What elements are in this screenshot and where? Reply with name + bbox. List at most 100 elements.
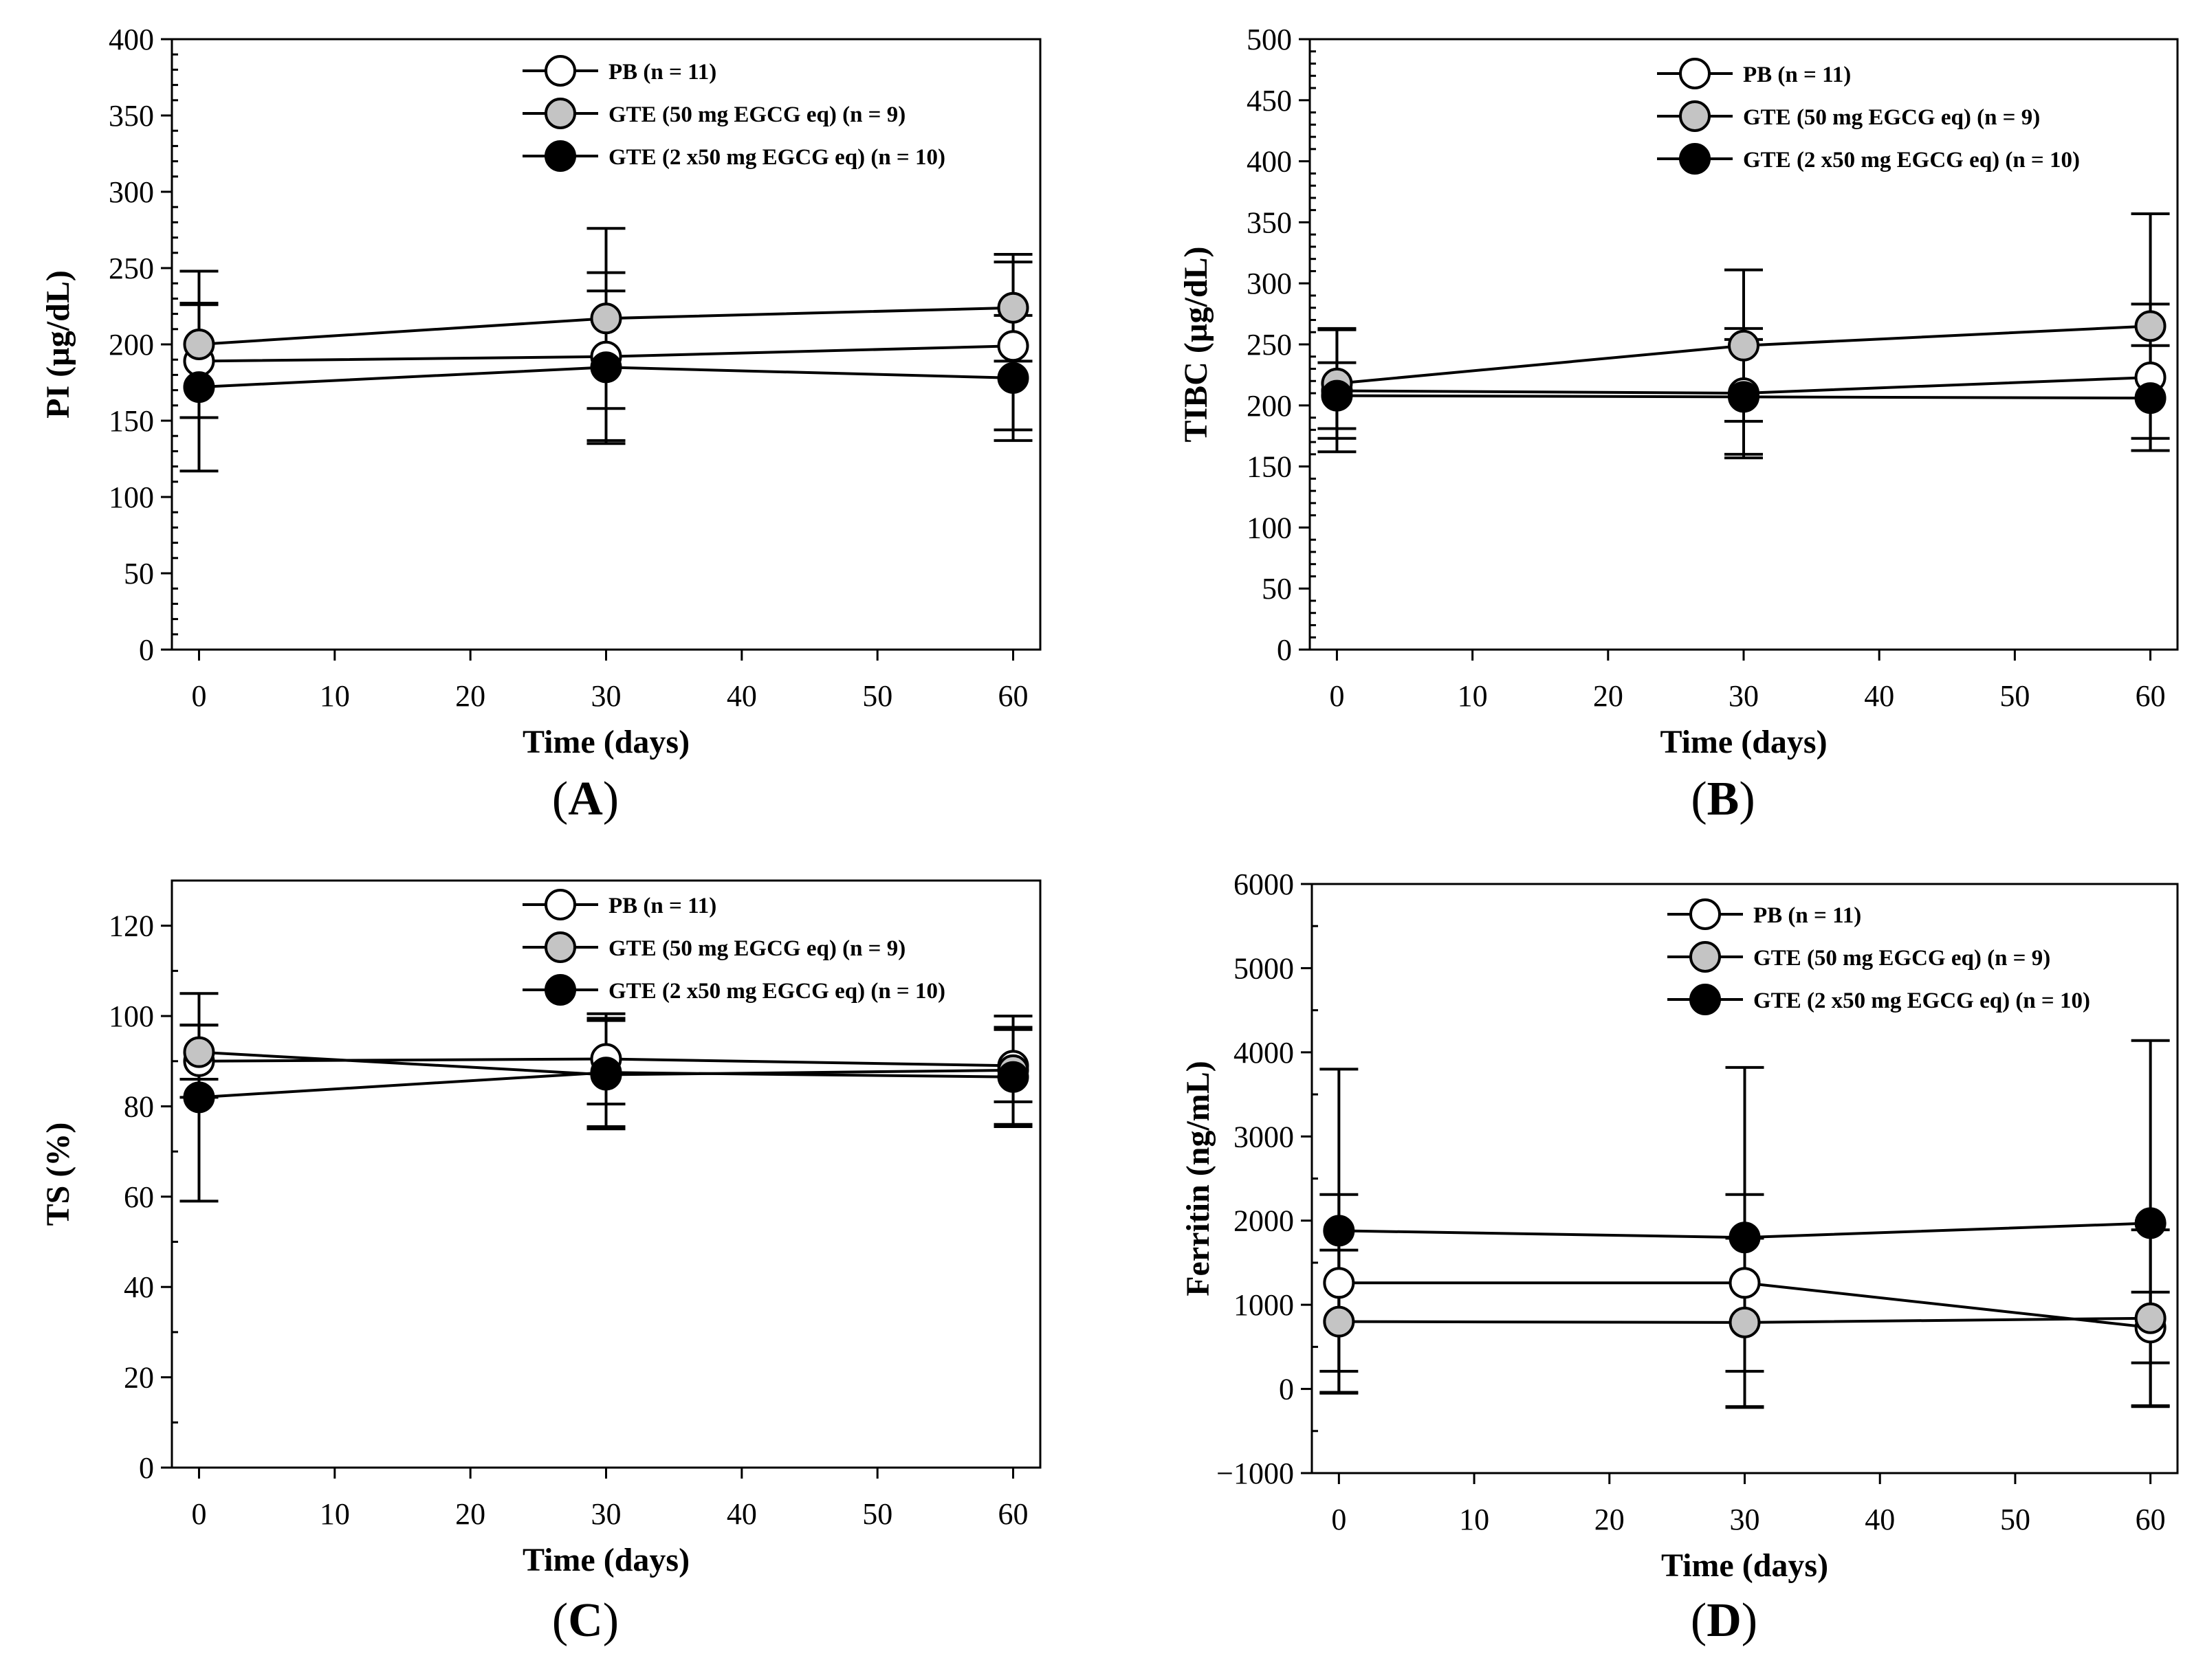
x-tick-label: 40: [727, 679, 757, 713]
legend-marker-filled: [1689, 984, 1721, 1015]
data-point-grey: [2134, 310, 2166, 342]
x-tick-label: 10: [1459, 1503, 1489, 1536]
data-point-grey: [1728, 329, 1759, 362]
panel-label: (D): [1691, 1594, 1757, 1647]
legend-marker-filled: [545, 140, 576, 172]
y-tick-label: 0: [139, 633, 154, 667]
data-point-grey: [1323, 1305, 1355, 1338]
legend-marker-grey: [1679, 100, 1711, 132]
legend-label: GTE (50 mg EGCG eq) (n = 9): [608, 936, 906, 961]
legend-label: PB (n = 11): [1753, 903, 1861, 928]
legend-marker-grey: [1689, 941, 1721, 973]
y-tick-label: 40: [124, 1270, 154, 1304]
x-tick-label: 0: [191, 679, 206, 713]
data-point-filled: [997, 1061, 1029, 1093]
data-point-filled: [2134, 382, 2166, 415]
x-axis-title: Time (days): [523, 1542, 690, 1578]
data-point-grey: [183, 329, 215, 360]
legend-label: GTE (2 x50 mg EGCG eq) (n = 10): [1753, 988, 2090, 1013]
data-point-open: [1729, 1267, 1761, 1299]
x-tick-label: 10: [1458, 679, 1488, 713]
y-tick-label: 200: [109, 328, 154, 362]
y-tick-label: 250: [109, 252, 154, 285]
data-point-filled: [183, 371, 215, 404]
y-tick-label: 1000: [1233, 1288, 1294, 1322]
y-axis-title: TS (%): [40, 1123, 76, 1226]
x-tick-label: 50: [862, 679, 892, 713]
y-tick-label: 80: [124, 1090, 154, 1123]
x-tick-label: 30: [1730, 1503, 1760, 1536]
x-axis-title: Time (days): [523, 724, 690, 760]
x-tick-label: 40: [1865, 1503, 1895, 1536]
panel-c: 0 20 40 60 80 100 120 0 10 20 30 40 50 60 Time (days) T…: [40, 879, 1042, 1647]
legend-marker-open: [1679, 58, 1711, 89]
y-tick-label: 4000: [1233, 1036, 1294, 1070]
x-tick-label: 0: [1331, 1503, 1346, 1536]
data-point-grey: [2134, 1302, 2166, 1334]
x-tick-label: 50: [1999, 679, 2030, 713]
y-tick-label: 0: [1277, 633, 1292, 667]
legend-label: PB (n = 11): [608, 894, 716, 918]
data-point-open: [997, 330, 1029, 362]
x-tick-label: 50: [2000, 1503, 2030, 1536]
x-axis-title: Time (days): [1660, 724, 1827, 760]
y-tick-label: 150: [109, 404, 154, 438]
y-tick-label: 100: [109, 999, 154, 1033]
legend-marker-grey: [545, 98, 576, 129]
y-tick-label: 300: [109, 175, 154, 209]
legend-marker-filled: [1679, 143, 1711, 175]
y-tick-label: 60: [124, 1180, 154, 1214]
plot-frame: [171, 879, 1042, 1469]
x-tick-label: 10: [320, 679, 350, 713]
x-tick-label: 40: [1864, 679, 1894, 713]
legend-marker-open: [545, 889, 576, 920]
y-tick-label: 120: [109, 909, 154, 943]
y-tick-label: 50: [124, 557, 154, 590]
data-point-filled: [2134, 1207, 2166, 1239]
x-tick-label: 30: [591, 679, 622, 713]
data-point-filled: [1728, 381, 1759, 413]
y-tick-label: 3000: [1233, 1120, 1294, 1153]
x-tick-label: 60: [998, 1497, 1029, 1531]
y-tick-label: 5000: [1233, 951, 1294, 985]
y-tick-label: 0: [139, 1451, 154, 1485]
x-tick-label: 20: [1594, 1503, 1625, 1536]
data-point-grey: [1729, 1306, 1761, 1338]
x-tick-label: 30: [1729, 679, 1759, 713]
y-tick-label: 350: [1247, 206, 1292, 239]
x-axis-title: Time (days): [1661, 1547, 1828, 1584]
y-tick-label: −1000: [1216, 1457, 1294, 1490]
x-tick-label: 20: [455, 1497, 485, 1531]
y-tick-label: 250: [1247, 328, 1292, 362]
legend-label: GTE (50 mg EGCG eq) (n = 9): [608, 102, 906, 127]
data-point-filled: [590, 1057, 622, 1089]
data-point-filled: [1321, 379, 1353, 412]
legend-marker-grey: [545, 931, 576, 963]
x-tick-label: 20: [1593, 679, 1623, 713]
panel-label: (A): [552, 773, 619, 826]
y-tick-label: 50: [1262, 572, 1292, 606]
y-tick-label: 2000: [1233, 1204, 1294, 1238]
data-point-grey: [997, 291, 1029, 324]
legend-label: PB (n = 11): [608, 60, 716, 85]
legend-label: GTE (50 mg EGCG eq) (n = 9): [1753, 946, 2050, 971]
legend-marker-open: [545, 55, 576, 87]
x-tick-label: 60: [2136, 1503, 2166, 1536]
panel-label: (B): [1691, 773, 1755, 826]
panel-b: 0 50 100 150 200 250 300 350 400 450 500 0 10 20 30 40 5…: [1178, 23, 2179, 826]
y-tick-label: 150: [1247, 450, 1292, 484]
legend-label: GTE (50 mg EGCG eq) (n = 9): [1743, 105, 2040, 130]
x-tick-label: 50: [862, 1497, 892, 1531]
y-tick-label: 300: [1247, 267, 1292, 300]
y-axis-title: Ferritin (ng/mL): [1180, 1061, 1216, 1296]
x-tick-label: 10: [320, 1497, 350, 1531]
panel-label: (C): [552, 1594, 619, 1647]
y-tick-label: 0: [1279, 1373, 1294, 1406]
y-tick-label: 6000: [1233, 867, 1294, 901]
y-tick-label: 400: [109, 23, 154, 56]
legend-marker-filled: [545, 974, 576, 1006]
y-tick-label: 100: [1247, 511, 1292, 544]
panel-d: −1000 0 1000 2000 3000 4000 5000 6000 0 10 20 30 40 5…: [1180, 867, 2179, 1647]
data-point-filled: [1323, 1215, 1355, 1247]
